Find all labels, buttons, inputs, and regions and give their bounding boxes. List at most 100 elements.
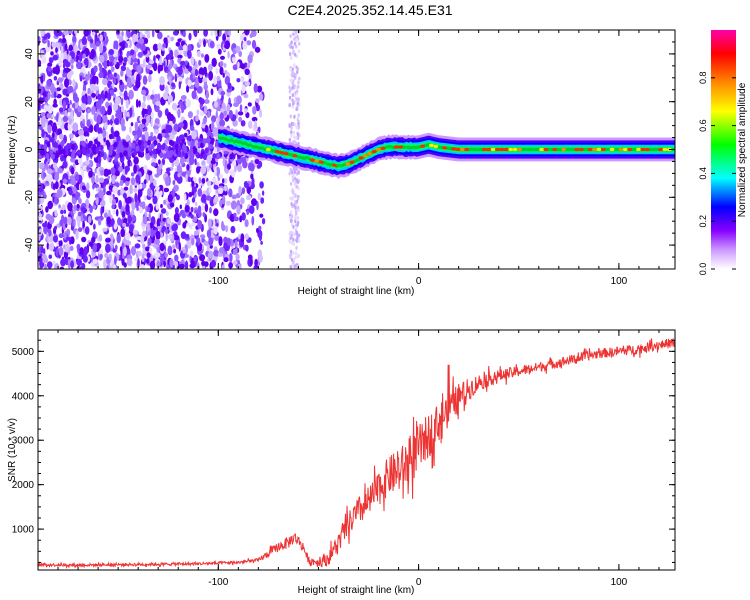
noise-speckle — [127, 151, 132, 158]
noise-speckle — [123, 90, 128, 100]
x-tick-label: 100 — [611, 577, 628, 588]
noise-speckle — [53, 91, 57, 99]
noise-speckle — [64, 78, 69, 88]
noise-speckle — [254, 120, 257, 130]
noise-speckle — [81, 95, 87, 104]
noise-speckle — [140, 44, 146, 52]
noise-speckle — [173, 184, 179, 192]
noise-speckle — [153, 139, 158, 146]
noise-speckle — [119, 79, 123, 86]
noise-speckle — [295, 238, 298, 243]
ridge-peak — [345, 162, 351, 166]
noise-speckle — [211, 115, 217, 123]
noise-speckle — [228, 188, 233, 198]
noise-speckle — [45, 160, 49, 171]
noise-speckle — [172, 244, 176, 250]
ridge-peak — [332, 163, 337, 167]
noise-speckle — [132, 229, 138, 235]
noise-speckle — [120, 65, 127, 72]
noise-speckle — [74, 174, 80, 182]
noise-speckle — [74, 96, 80, 103]
noise-speckle — [150, 228, 154, 238]
noise-speckle — [57, 128, 63, 136]
noise-speckle — [297, 238, 301, 243]
noise-speckle — [61, 214, 65, 222]
noise-speckle — [38, 36, 41, 42]
y-tick-label: -20 — [24, 190, 35, 205]
noise-speckle — [45, 213, 52, 221]
noise-speckle — [179, 156, 185, 165]
colorbar-label: Normalized spectral amplitude — [737, 82, 748, 217]
noise-speckle — [139, 264, 145, 269]
noise-speckle — [198, 59, 202, 66]
noise-speckle — [185, 98, 192, 108]
noise-speckle — [220, 55, 225, 60]
noise-speckle — [142, 75, 148, 85]
noise-speckle — [161, 158, 166, 166]
noise-speckle — [88, 170, 93, 178]
noise-speckle — [125, 99, 129, 109]
noise-speckle — [106, 141, 111, 148]
noise-speckle — [122, 139, 127, 146]
noise-speckle — [102, 227, 108, 232]
noise-speckle — [196, 109, 200, 116]
noise-speckle — [124, 109, 127, 119]
noise-speckle — [141, 108, 145, 118]
noise-speckle — [60, 209, 64, 215]
noise-speckle — [150, 118, 153, 128]
noise-speckle — [47, 124, 52, 134]
noise-speckle — [196, 162, 200, 167]
noise-speckle — [241, 84, 246, 94]
noise-speckle — [54, 142, 59, 149]
noise-speckle — [222, 194, 226, 205]
noise-speckle — [149, 247, 153, 254]
noise-speckle — [42, 35, 48, 40]
noise-speckle — [47, 40, 50, 48]
noise-speckle — [202, 153, 207, 160]
noise-speckle — [68, 79, 72, 86]
noise-speckle — [114, 256, 117, 265]
noise-speckle — [152, 195, 158, 205]
spectrogram-ridge — [218, 124, 675, 180]
noise-speckle — [40, 149, 44, 156]
noise-speckle — [77, 106, 82, 113]
noise-speckle — [164, 85, 169, 95]
noise-speckle — [53, 76, 58, 81]
noise-speckle — [289, 67, 293, 72]
colorbar-gradient — [711, 30, 736, 269]
noise-speckle — [93, 223, 96, 230]
noise-speckle — [96, 114, 102, 124]
noise-speckle — [147, 139, 151, 146]
noise-speckle — [136, 236, 142, 241]
noise-speckle — [102, 142, 107, 147]
noise-speckle — [81, 36, 88, 46]
noise-speckle — [154, 238, 160, 245]
noise-speckle — [108, 73, 114, 80]
noise-speckle — [62, 115, 69, 123]
noise-speckle — [91, 31, 96, 37]
noise-speckle — [177, 151, 182, 158]
noise-speckle — [194, 201, 198, 207]
noise-speckle — [127, 214, 132, 224]
ridge-peak — [627, 147, 633, 152]
noise-speckle — [128, 89, 134, 100]
noise-speckle — [50, 51, 54, 56]
noise-speckle — [181, 171, 187, 177]
noise-speckle — [290, 130, 293, 135]
noise-speckle — [292, 237, 295, 242]
noise-speckle — [291, 170, 294, 175]
noise-speckle — [206, 180, 212, 187]
noise-speckle — [147, 106, 152, 116]
x-tick-label: -100 — [208, 577, 228, 588]
noise-speckle — [111, 174, 116, 185]
noise-speckle — [48, 243, 55, 251]
noise-speckle — [63, 209, 67, 214]
noise-speckle — [125, 203, 130, 212]
noise-speckle — [76, 203, 80, 209]
noise-speckle — [203, 99, 210, 104]
noise-speckle — [120, 117, 125, 127]
noise-speckle — [290, 202, 293, 206]
noise-speckle — [158, 64, 164, 72]
ridge-peak — [433, 144, 439, 148]
noise-speckle — [254, 158, 260, 165]
